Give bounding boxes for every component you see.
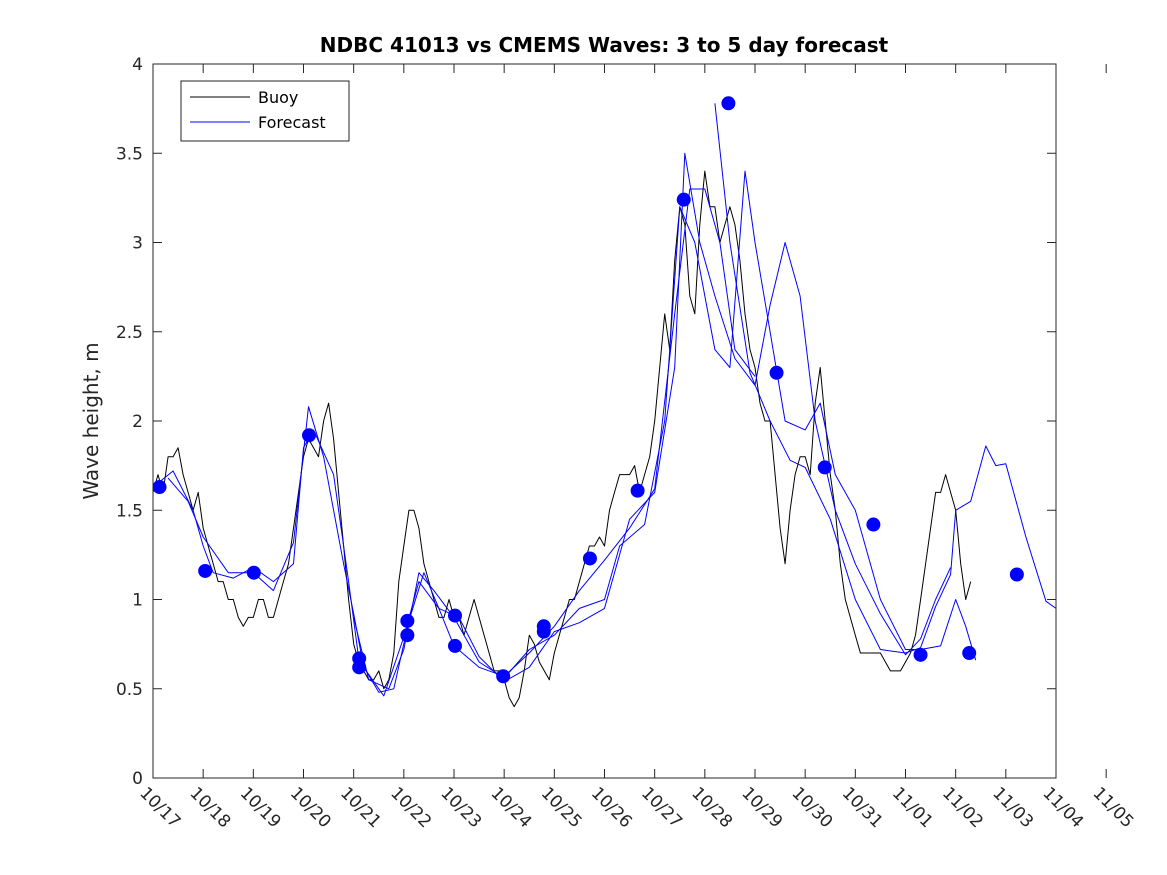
data-series (152, 103, 1057, 708)
x-tick-label: 10/30 (788, 783, 837, 832)
x-tick-label: 10/31 (838, 783, 887, 832)
x-tick-label: 10/29 (737, 783, 786, 832)
forecast-line (714, 103, 1057, 654)
chart-title: NDBC 41013 vs CMEMS Waves: 3 to 5 day fo… (320, 33, 889, 57)
y-tick-label: 3 (132, 234, 143, 254)
x-tick-label: 11/03 (988, 783, 1037, 832)
forecast-marker (769, 365, 784, 380)
forecast-marker (198, 563, 213, 578)
x-tick-label: 11/05 (1089, 783, 1138, 832)
forecast-marker (1009, 567, 1024, 582)
x-tick-label: 11/02 (938, 783, 987, 832)
forecast-marker (676, 192, 691, 207)
legend-forecast-label: Forecast (258, 113, 326, 132)
forecast-marker (536, 624, 551, 639)
forecast-marker (962, 646, 977, 661)
forecast-marker (448, 608, 463, 623)
forecast-line (167, 152, 952, 697)
forecast-line (353, 170, 977, 690)
x-tick-label: 10/18 (186, 783, 235, 832)
forecast-marker (352, 660, 367, 675)
x-tick-label: 10/26 (587, 783, 636, 832)
x-tick-label: 10/22 (386, 783, 435, 832)
y-axis-tick-labels: 0 0.5 1 1.5 2 2.5 3 3.5 4 (116, 55, 143, 789)
x-tick-label: 10/20 (286, 783, 335, 832)
forecast-marker (302, 428, 317, 443)
forecast-marker (721, 96, 736, 111)
plot-area-frame (152, 63, 1057, 779)
y-tick-label: 3.5 (116, 144, 143, 164)
y-tick-label: 1.5 (116, 501, 143, 521)
forecast-markers (152, 96, 1024, 684)
y-tick-label: 1 (132, 591, 143, 611)
x-tick-label: 10/27 (637, 783, 686, 832)
x-tick-label: 10/19 (236, 783, 285, 832)
y-tick-label: 2.5 (116, 323, 143, 343)
x-tick-label: 11/04 (1038, 783, 1087, 832)
x-axis-tick-labels: 10/17 10/18 10/19 10/20 10/21 10/22 10/23 10/24… (135, 783, 1137, 832)
buoy-line (152, 170, 972, 708)
forecast-marker (496, 669, 511, 684)
forecast-marker (866, 517, 881, 532)
x-tick-label: 10/23 (436, 783, 485, 832)
axis-ticks (152, 63, 1107, 779)
forecast-marker (817, 460, 832, 475)
y-tick-label: 0.5 (116, 680, 143, 700)
forecast-marker (913, 647, 928, 662)
forecast-marker (152, 480, 167, 495)
forecast-marker (630, 483, 645, 498)
legend: Buoy Forecast (180, 80, 350, 142)
x-tick-label: 10/24 (487, 783, 536, 832)
y-axis-label: Wave height, m (79, 342, 103, 499)
y-tick-label: 4 (132, 55, 143, 75)
legend-box (180, 80, 350, 142)
x-tick-label: 10/17 (135, 783, 184, 832)
forecast-marker (448, 638, 463, 653)
forecast-marker (400, 628, 415, 643)
y-tick-label: 0 (132, 769, 143, 789)
x-tick-label: 10/21 (336, 783, 385, 832)
x-tick-label: 10/28 (687, 783, 736, 832)
x-tick-label: 11/01 (888, 783, 937, 832)
y-tick-label: 2 (132, 412, 143, 432)
forecast-marker (582, 551, 597, 566)
x-tick-label: 10/25 (537, 783, 586, 832)
forecast-marker (246, 565, 261, 580)
legend-buoy-label: Buoy (258, 88, 298, 107)
forecast-marker (400, 613, 415, 628)
